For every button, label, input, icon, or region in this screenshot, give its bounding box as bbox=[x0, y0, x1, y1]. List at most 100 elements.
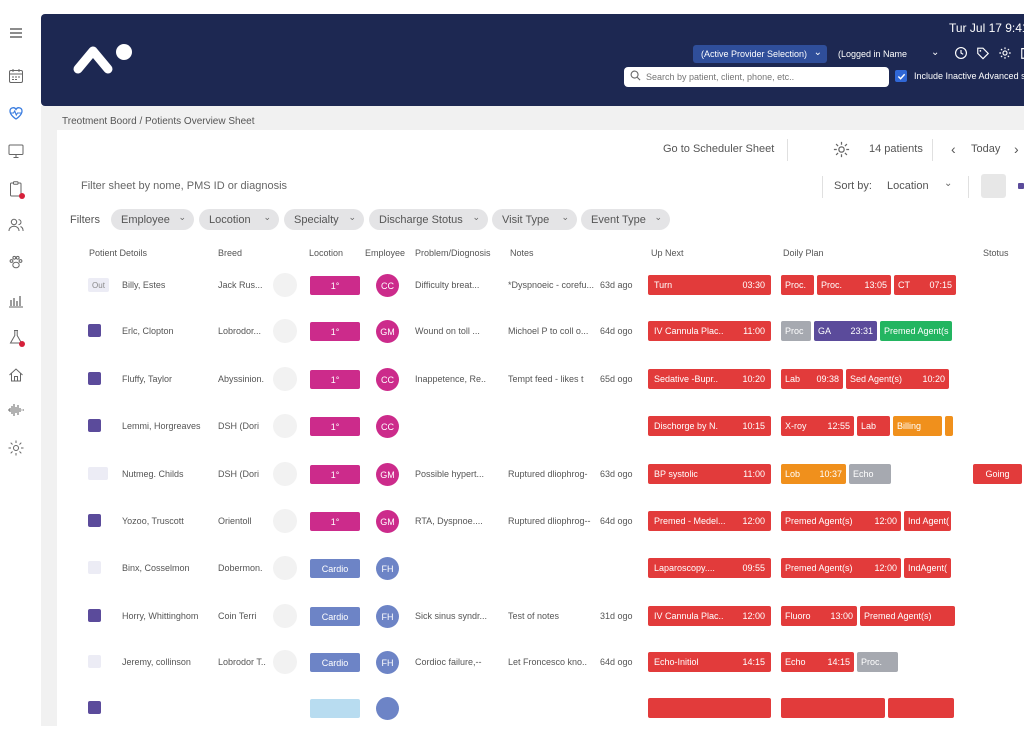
location-badge[interactable]: 1° bbox=[310, 465, 360, 484]
daily-plan-task[interactable]: Proc. 13:05 bbox=[817, 275, 891, 295]
clipboard-icon[interactable] bbox=[5, 178, 27, 200]
notes[interactable]: *Dyspnoeic - corefu... bbox=[508, 280, 595, 290]
column-header[interactable]: Locotion bbox=[309, 248, 344, 258]
location-badge[interactable]: Cardio bbox=[310, 559, 360, 578]
location-badge[interactable]: 1° bbox=[310, 512, 360, 531]
row-checkbox[interactable] bbox=[88, 419, 101, 432]
patient-name[interactable]: Billy, Estes bbox=[122, 280, 166, 290]
notes[interactable]: Tempt feed - likes t bbox=[508, 374, 584, 384]
settings-icon[interactable] bbox=[5, 437, 27, 459]
column-header[interactable]: Potient Detoils bbox=[89, 248, 148, 258]
daily-plan-task[interactable]: Premed Agent(s) bbox=[860, 606, 955, 626]
flask-icon[interactable] bbox=[5, 326, 27, 348]
column-header[interactable]: Doily Plan bbox=[783, 248, 824, 258]
chevron-left-icon[interactable]: ‹ bbox=[951, 141, 956, 157]
paw-icon[interactable] bbox=[5, 251, 27, 273]
up-next-task[interactable]: Dischorge by N. 10:15 bbox=[648, 416, 771, 436]
daily-plan-task[interactable] bbox=[781, 698, 885, 718]
notes[interactable]: Ruptured dliophrog- bbox=[508, 469, 588, 479]
notes[interactable]: Ruptured dliophrog-- bbox=[508, 516, 591, 526]
provider-select[interactable]: (Active Provider Selection) ⌄ bbox=[693, 45, 827, 63]
location-badge[interactable]: Cardio bbox=[310, 607, 360, 626]
employee-avatar[interactable] bbox=[376, 697, 399, 720]
employee-avatar[interactable]: GM bbox=[376, 463, 399, 486]
filter-chip-location[interactable]: Locotion ⌄ bbox=[199, 209, 279, 230]
filter-chip-discharge-status[interactable]: Discharge Stotus ⌄ bbox=[369, 209, 488, 230]
column-header[interactable]: Employee bbox=[365, 248, 406, 258]
daily-plan-task[interactable]: Sed Agent(s) 10:20 bbox=[846, 369, 949, 389]
daily-plan-task[interactable]: Lab bbox=[857, 416, 890, 436]
column-header[interactable]: Notes bbox=[510, 248, 534, 258]
calendar-icon[interactable] bbox=[5, 65, 27, 87]
daily-plan-task[interactable]: Lob 10:37 bbox=[781, 464, 846, 484]
patient-name[interactable]: Fluffy, Taylor bbox=[122, 374, 173, 384]
employee-avatar[interactable]: CC bbox=[376, 368, 399, 391]
logged-in-user[interactable]: (Logged in Name bbox=[838, 49, 908, 59]
location-badge[interactable]: 1° bbox=[310, 276, 360, 295]
gear-icon[interactable] bbox=[997, 45, 1013, 61]
home-icon[interactable] bbox=[5, 364, 27, 386]
sort-by-select[interactable]: Location bbox=[887, 180, 929, 192]
row-checkbox[interactable] bbox=[88, 561, 101, 574]
daily-plan-task[interactable]: Premed Agent(s bbox=[880, 321, 952, 341]
daily-plan-task[interactable]: Proc. bbox=[781, 275, 814, 295]
row-checkbox[interactable] bbox=[88, 514, 101, 527]
up-next-task[interactable] bbox=[648, 698, 771, 718]
up-next-task[interactable]: IV Cannula Plac.. 11:00 bbox=[648, 321, 771, 341]
employee-avatar[interactable]: CC bbox=[376, 415, 399, 438]
tag-icon[interactable] bbox=[975, 45, 991, 61]
row-checkbox[interactable] bbox=[88, 655, 101, 668]
gear-icon[interactable] bbox=[832, 140, 851, 164]
checkbox-checked-icon[interactable] bbox=[895, 70, 907, 82]
patient-name[interactable]: Lemmi, Horgreaves bbox=[122, 421, 201, 431]
row-checkbox[interactable] bbox=[88, 324, 101, 337]
daily-plan-task[interactable]: Proc. bbox=[857, 652, 898, 672]
patient-name[interactable]: Binx, Cosselmon bbox=[122, 563, 190, 573]
row-checkbox[interactable] bbox=[88, 701, 101, 714]
daily-plan-task[interactable]: Fluoro 13:00 bbox=[781, 606, 857, 626]
search-input[interactable] bbox=[646, 72, 866, 82]
filter-sheet-input[interactable]: Filter sheet by nome, PMS ID or diagnosi… bbox=[81, 180, 288, 192]
employee-avatar[interactable]: CC bbox=[376, 274, 399, 297]
notes[interactable]: Let Froncesco kno.. bbox=[508, 657, 588, 667]
daily-plan-task[interactable]: Premed Agent(s) 12:00 bbox=[781, 558, 901, 578]
employee-avatar[interactable]: GM bbox=[376, 320, 399, 343]
column-header[interactable]: Stotus bbox=[983, 248, 1009, 258]
daily-plan-task[interactable]: Premed Agent(s) 12:00 bbox=[781, 511, 901, 531]
daily-plan-task[interactable]: Lab 09:38 bbox=[781, 369, 843, 389]
filter-chip-specialty[interactable]: Specialty ⌄ bbox=[284, 209, 364, 230]
monitor-icon[interactable] bbox=[5, 140, 27, 162]
daily-plan-task[interactable]: Billing bbox=[893, 416, 942, 436]
row-checkbox[interactable] bbox=[88, 372, 101, 385]
patient-name[interactable]: Horry, Whittinghom bbox=[122, 611, 199, 621]
daily-plan-task[interactable]: Echo bbox=[849, 464, 891, 484]
heart-pulse-icon[interactable] bbox=[5, 102, 27, 124]
location-badge[interactable]: 1° bbox=[310, 417, 360, 436]
employee-avatar[interactable]: FH bbox=[376, 605, 399, 628]
up-next-task[interactable]: Premed - Medel... 12:00 bbox=[648, 511, 771, 531]
out-badge[interactable]: Out bbox=[88, 278, 109, 292]
employee-avatar[interactable]: GM bbox=[376, 510, 399, 533]
location-badge[interactable] bbox=[310, 699, 360, 718]
book-icon[interactable] bbox=[1019, 45, 1024, 61]
daily-plan-task[interactable]: IndAgent( bbox=[904, 558, 951, 578]
up-next-task[interactable]: BP systolic 11:00 bbox=[648, 464, 771, 484]
patient-search[interactable] bbox=[624, 67, 889, 87]
location-badge[interactable]: 1° bbox=[310, 322, 360, 341]
employee-avatar[interactable]: FH bbox=[376, 651, 399, 674]
column-header[interactable]: Up Next bbox=[651, 248, 684, 258]
daily-plan-task[interactable]: CT 07:15 bbox=[894, 275, 956, 295]
daily-plan-task[interactable]: X-roy 12:55 bbox=[781, 416, 854, 436]
row-checkbox[interactable] bbox=[88, 467, 108, 480]
chevron-down-icon[interactable]: ⌄ bbox=[944, 178, 953, 189]
employee-avatar[interactable]: FH bbox=[376, 557, 399, 580]
users-icon[interactable] bbox=[5, 214, 27, 236]
go-to-scheduler-link[interactable]: Go to Scheduler Sheet bbox=[663, 143, 775, 155]
daily-plan-task[interactable] bbox=[945, 416, 953, 436]
location-badge[interactable]: Cardio bbox=[310, 653, 360, 672]
up-next-task[interactable]: Echo-Initiol 14:15 bbox=[648, 652, 771, 672]
status-badge[interactable]: Going bbox=[973, 464, 1022, 484]
notes[interactable]: Michoel P to coll o... bbox=[508, 326, 589, 336]
patient-name[interactable]: Jeremy, collinson bbox=[122, 657, 191, 667]
chevron-down-icon[interactable]: ⌄ bbox=[931, 47, 940, 58]
